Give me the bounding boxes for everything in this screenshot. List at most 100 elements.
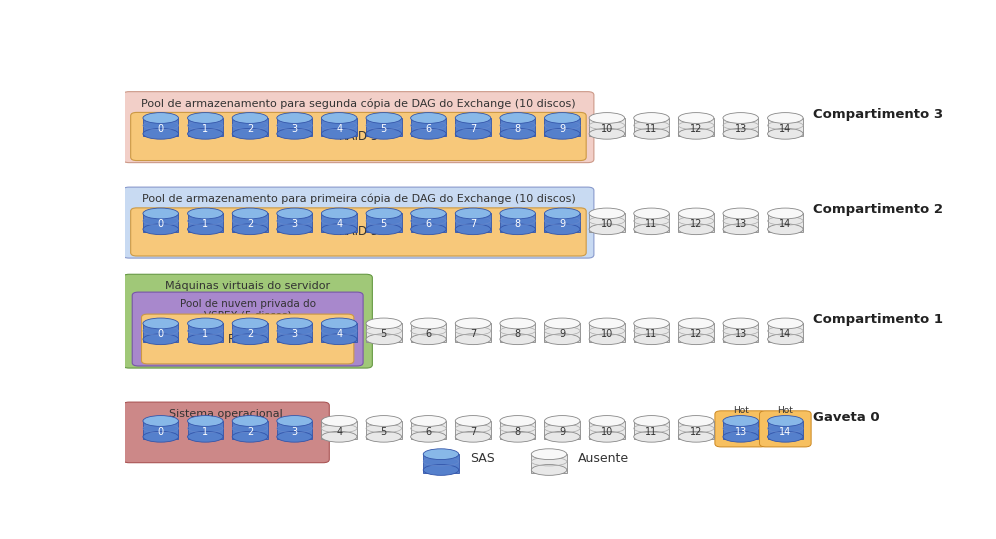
Bar [678,213,714,232]
Text: Máquinas virtuais do servidor: Máquinas virtuais do servidor [165,281,331,292]
Ellipse shape [143,416,178,426]
Ellipse shape [366,113,401,123]
Ellipse shape [366,431,401,442]
Bar [678,118,714,136]
Ellipse shape [723,113,759,123]
Bar [143,213,178,232]
Ellipse shape [277,416,313,426]
Ellipse shape [678,113,714,123]
Text: 13: 13 [735,426,747,437]
Text: 4: 4 [336,123,343,134]
Bar [366,421,401,439]
Text: 8: 8 [515,329,521,339]
Ellipse shape [678,208,714,219]
Text: Gaveta 0: Gaveta 0 [813,411,879,424]
Ellipse shape [423,449,459,460]
Text: 12: 12 [690,329,702,339]
Ellipse shape [768,431,803,442]
FancyBboxPatch shape [123,402,330,462]
Text: 8: 8 [515,123,521,134]
Text: 0: 0 [157,123,163,134]
Ellipse shape [723,208,759,219]
Text: Ausente: Ausente [579,452,629,466]
Ellipse shape [232,416,268,426]
Ellipse shape [143,334,178,344]
Ellipse shape [545,208,580,219]
Ellipse shape [187,224,223,234]
Text: 13: 13 [735,329,747,339]
Ellipse shape [545,128,580,139]
Text: 11: 11 [645,329,657,339]
Bar [589,421,624,439]
Text: 3: 3 [292,329,298,339]
Ellipse shape [678,318,714,329]
Bar [633,213,669,232]
Ellipse shape [366,334,401,344]
Bar [723,323,759,342]
Text: 14: 14 [779,123,792,134]
Text: 8: 8 [515,219,521,229]
Bar [455,118,491,136]
Ellipse shape [723,318,759,329]
Bar [678,421,714,439]
Bar [423,454,459,473]
FancyBboxPatch shape [715,411,767,447]
Bar [531,454,567,473]
Ellipse shape [545,318,580,329]
Bar [232,213,268,232]
Bar [410,421,446,439]
Text: RAID 5: RAID 5 [339,130,378,143]
Text: 7: 7 [470,329,476,339]
Ellipse shape [455,416,491,426]
Text: 8: 8 [515,426,521,437]
Bar [723,213,759,232]
Text: 1: 1 [202,123,208,134]
Ellipse shape [232,113,268,123]
Ellipse shape [455,128,491,139]
Ellipse shape [143,113,178,123]
Ellipse shape [589,128,624,139]
Ellipse shape [455,208,491,219]
Ellipse shape [768,113,803,123]
Ellipse shape [143,208,178,219]
Bar [187,213,223,232]
Ellipse shape [768,416,803,426]
Text: 9: 9 [559,123,566,134]
Bar [187,421,223,439]
Bar [545,323,580,342]
Bar [500,118,536,136]
FancyBboxPatch shape [132,292,364,366]
Bar [500,323,536,342]
Text: Sistema operacional: Sistema operacional [169,409,283,419]
Text: 10: 10 [601,426,613,437]
Text: 6: 6 [425,426,431,437]
Text: 7: 7 [470,219,476,229]
Bar [768,213,803,232]
Ellipse shape [768,334,803,344]
Ellipse shape [768,224,803,234]
Ellipse shape [187,431,223,442]
Ellipse shape [545,334,580,344]
Ellipse shape [455,113,491,123]
FancyBboxPatch shape [130,113,587,161]
Text: 5: 5 [380,219,386,229]
Ellipse shape [633,208,669,219]
Ellipse shape [589,334,624,344]
Bar [277,213,313,232]
Text: 11: 11 [645,426,657,437]
Ellipse shape [143,318,178,329]
Text: 1: 1 [202,426,208,437]
Ellipse shape [500,128,536,139]
Text: 6: 6 [425,329,431,339]
Bar [545,421,580,439]
Bar [366,213,401,232]
Ellipse shape [633,224,669,234]
FancyBboxPatch shape [130,208,587,256]
Bar [232,421,268,439]
Ellipse shape [232,318,268,329]
Ellipse shape [678,416,714,426]
Bar [455,323,491,342]
Ellipse shape [366,128,401,139]
Ellipse shape [410,334,446,344]
Text: 11: 11 [645,219,657,229]
